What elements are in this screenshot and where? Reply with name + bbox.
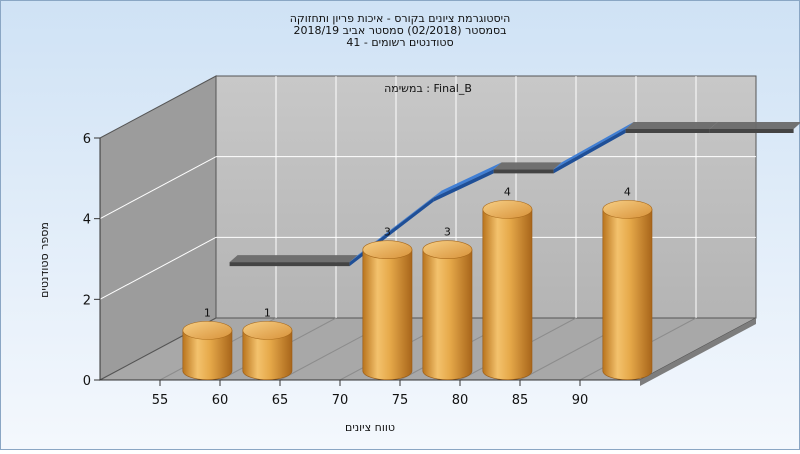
x-tick-label: 65 bbox=[272, 393, 289, 408]
trend-ribbon-segment-4 bbox=[493, 162, 562, 170]
chart-title: היסטוגרמת ציונים בקורס - איכות פריון ותח… bbox=[290, 12, 511, 49]
y-tick-label: 0 bbox=[83, 374, 91, 389]
bar-body bbox=[362, 249, 413, 380]
trend-ribbon-segment-5 bbox=[553, 122, 634, 170]
bar-value-label: 1 bbox=[264, 306, 271, 319]
bar-cap bbox=[422, 240, 473, 259]
y-tick-label: 6 bbox=[83, 132, 91, 147]
trend-ribbon-segment-6 bbox=[625, 122, 718, 130]
bar-55-60: 1 bbox=[182, 306, 233, 380]
y-tick-label: 2 bbox=[83, 293, 91, 308]
plot-area: 0 2 4 6 55 60 65 70 75 80 85 90 1 1 3 3 4 4 bbox=[83, 75, 800, 408]
x-tick-label: 60 bbox=[212, 393, 229, 408]
bar-value-label: 3 bbox=[444, 226, 451, 239]
trend-ribbon-segment-3 bbox=[433, 162, 502, 198]
x-tick-label: 80 bbox=[452, 393, 469, 408]
x-tick-label: 70 bbox=[332, 393, 349, 408]
bar-cap bbox=[182, 321, 233, 340]
y-tick-label: 4 bbox=[83, 213, 91, 228]
bar-80-85: 4 bbox=[482, 185, 533, 380]
bar-cap bbox=[602, 200, 653, 219]
trend-ribbon-edge-1 bbox=[229, 262, 350, 267]
x-tick-label: 75 bbox=[392, 393, 409, 408]
title-line-1: היסטוגרמת ציונים בקורס - איכות פריון ותח… bbox=[290, 12, 511, 25]
gridline-side bbox=[99, 156, 217, 220]
trend-ribbon-edge-4 bbox=[493, 169, 554, 174]
x-tick-label: 55 bbox=[152, 393, 169, 408]
x-axis-label: טווח ציונים bbox=[345, 421, 395, 434]
bar-body bbox=[482, 209, 533, 380]
title-line-2: בסמסטר (02/2018) סמסטר אביב 2018/19 bbox=[293, 24, 506, 37]
bar-60-65: 1 bbox=[242, 306, 293, 380]
bar-value-label: 4 bbox=[624, 185, 631, 198]
trend-ribbon-segment-1 bbox=[229, 255, 358, 263]
bar-body bbox=[602, 209, 653, 380]
trend-ribbon-edge-7 bbox=[709, 129, 794, 134]
task-annotation: במשימה : Final_B bbox=[384, 82, 472, 95]
title-line-3: סטודנטים רשומים - 41 bbox=[346, 36, 453, 49]
floor-edge bbox=[640, 318, 756, 386]
bar-body bbox=[242, 330, 293, 380]
x-tick-label: 90 bbox=[572, 393, 589, 408]
bar-cap bbox=[362, 240, 413, 259]
bar-90-95: 4 bbox=[602, 185, 653, 380]
bar-value-label: 3 bbox=[384, 226, 391, 239]
bar-cap bbox=[482, 200, 533, 219]
bar-cap bbox=[242, 321, 293, 340]
bar-70-75: 3 bbox=[362, 226, 413, 380]
x-tick-label: 85 bbox=[512, 393, 529, 408]
gridline-side bbox=[99, 236, 217, 300]
bar-value-label: 1 bbox=[204, 306, 211, 319]
trend-ribbon-edge-5 bbox=[553, 129, 626, 174]
trend-ribbon-edge-6 bbox=[625, 129, 710, 134]
bar-body bbox=[422, 249, 473, 380]
bar-value-label: 4 bbox=[504, 185, 511, 198]
trend-ribbon-edge-3 bbox=[433, 169, 494, 202]
y-axis-label: מספר סטודנטים bbox=[38, 222, 51, 298]
bar-75-80: 3 bbox=[422, 226, 473, 380]
bar-body bbox=[182, 330, 233, 380]
trend-ribbon-segment-7 bbox=[709, 122, 800, 130]
